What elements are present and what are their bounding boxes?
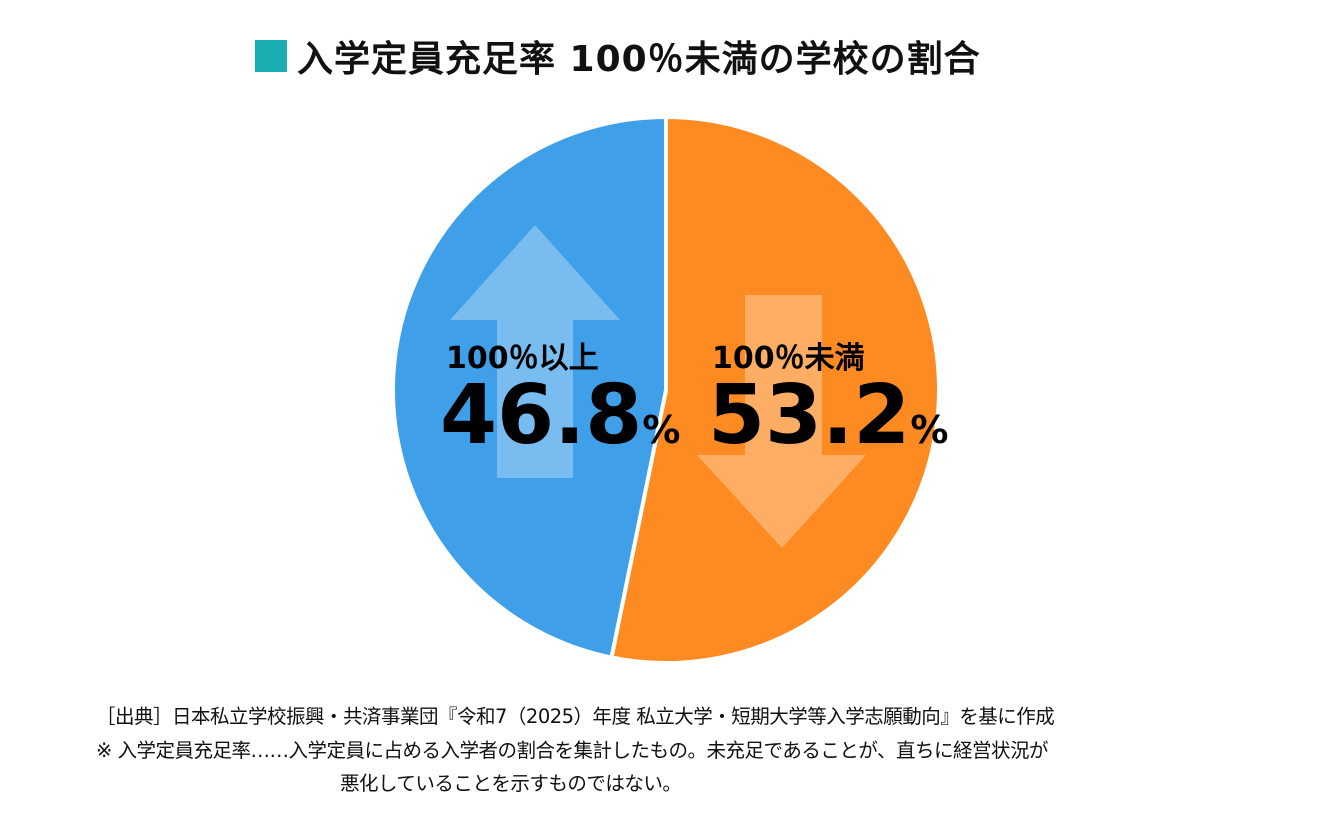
footnote-line-2: 悪化していることを示すものではない。 xyxy=(340,772,682,795)
footnote-line-1: ※ 入学定員充足率……入学定員に占める入学者の割合を集計したもの。未充足であるこ… xyxy=(96,739,1048,762)
label-100-or-more: 100％以上 xyxy=(446,341,599,376)
source-note: ［出典］日本私立学校振興・共済事業団『令和7（2025）年度 私立大学・短期大学… xyxy=(96,705,1055,728)
slice-under-100 xyxy=(609,114,941,665)
value-under-100: 53.2% xyxy=(708,368,948,463)
chart-title: 入学定員充足率 100％未満の学校の割合 xyxy=(255,30,981,82)
title-marker xyxy=(255,40,287,72)
chart-title-text: 入学定員充足率 100％未満の学校の割合 xyxy=(297,39,981,80)
arrow-up-icon xyxy=(450,225,620,478)
arrow-down-icon xyxy=(697,295,866,548)
slice-100-or-more xyxy=(391,114,668,660)
value-100-or-more: 46.8% xyxy=(440,368,680,463)
label-under-100: 100％未満 xyxy=(712,341,865,376)
